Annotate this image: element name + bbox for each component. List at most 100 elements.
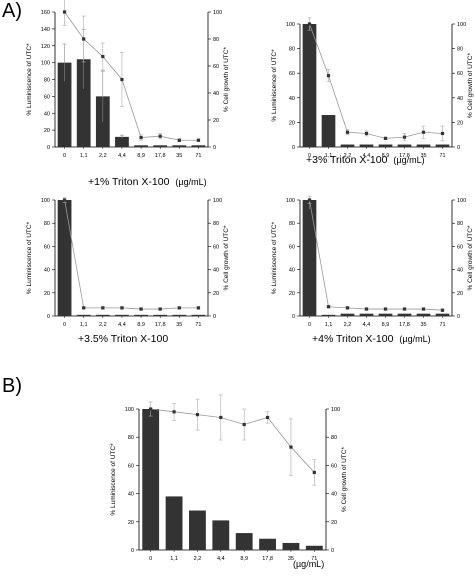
y-left-tick-label: 0	[292, 314, 295, 320]
y-right-tick-label: 40	[457, 96, 463, 102]
line-point	[402, 307, 407, 311]
growth-line	[64, 199, 199, 310]
concentration-unit: (µg/mL)	[393, 155, 425, 165]
y-left-tick-label: 20	[128, 520, 134, 526]
bar	[76, 59, 91, 147]
y-right-tick-label: 60	[457, 244, 463, 250]
growth-line	[150, 408, 315, 473]
chart-caption-a2: +3% Triton X-100 (µg/mL)	[306, 154, 425, 166]
line-point	[345, 130, 350, 134]
growth-line	[309, 199, 443, 311]
y-right-tick-label: 100	[457, 22, 466, 28]
y-left-tick-label: 80	[44, 221, 50, 227]
y-left-tick-label: 80	[128, 435, 134, 441]
x-tick-label: 4,4	[363, 153, 371, 159]
x-tick-label: 2,2	[344, 153, 352, 159]
bar	[259, 538, 276, 550]
bar	[397, 144, 412, 147]
line-point	[149, 407, 153, 411]
y-left-tick-label: 20	[289, 291, 295, 297]
y-right-tick-label: 100	[331, 407, 340, 413]
y-right-tick-label: 80	[213, 221, 219, 227]
x-tick-label: 17,8	[399, 153, 410, 159]
y-left-tick-label: 20	[44, 291, 50, 297]
bar	[95, 314, 110, 316]
line-point	[383, 136, 388, 140]
bar	[76, 314, 91, 316]
bar	[191, 145, 206, 147]
x-tick-label: 4,4	[118, 153, 126, 159]
x-tick-label: 1,1	[325, 322, 333, 328]
line-point	[158, 307, 162, 311]
line-point	[195, 413, 200, 417]
y-axis-left-label: % Luminiscence of UTC*	[271, 49, 278, 122]
x-tick-label: 8,9	[382, 322, 390, 328]
x-tick-label: 71	[195, 322, 201, 328]
y-left-tick-label: 60	[44, 244, 50, 250]
y-left-tick-label: 60	[289, 244, 295, 250]
y-left-tick-label: 80	[289, 221, 295, 227]
x-tick-label: 71	[195, 153, 201, 159]
bar	[153, 145, 168, 147]
line-point	[289, 445, 293, 449]
y-left-tick-label: 60	[128, 463, 134, 469]
bar	[435, 313, 450, 316]
y-left-tick-label: 0	[131, 548, 134, 554]
y-axis-left-label: % Luminiscence of UTC*	[110, 443, 117, 516]
chart-caption-a4: +4% Triton X-100 (µg/mL)	[312, 333, 431, 345]
y-left-tick-label: 0	[47, 314, 50, 320]
treatment-label: +1% Triton X-100	[88, 176, 170, 188]
line-point	[177, 138, 181, 142]
y-right-tick-label: 60	[213, 244, 219, 250]
x-tick-label: 0	[63, 153, 66, 159]
chart-caption-b: (µg/mL)	[287, 558, 324, 570]
y-left-tick-label: 20	[44, 128, 50, 134]
y-right-tick-label: 80	[331, 435, 337, 441]
line-point	[307, 22, 312, 26]
line-point	[383, 307, 388, 311]
line-point	[62, 198, 67, 202]
x-tick-label: 17,8	[155, 153, 166, 159]
growth-line	[309, 23, 443, 139]
bar	[359, 144, 374, 147]
y-left-tick-label: 0	[292, 145, 295, 151]
x-tick-label: 35	[176, 322, 182, 328]
y-left-tick-label: 40	[44, 268, 50, 274]
bar	[189, 510, 206, 550]
bar	[397, 313, 412, 316]
bar	[321, 115, 336, 147]
line-point	[101, 306, 105, 310]
line-point	[265, 415, 270, 420]
bar	[115, 314, 129, 316]
chart-caption-a1: +1% Triton X-100 (µg/mL)	[88, 176, 207, 188]
x-tick-label: 1,1	[80, 322, 88, 328]
y-axis-right-label: % Cell growth of UTC*	[341, 447, 348, 512]
bar	[57, 62, 72, 147]
x-tick-label: 4,4	[363, 322, 371, 328]
line-point	[196, 138, 201, 142]
x-tick-label: 17,8	[399, 322, 410, 328]
x-tick-label: 2,2	[344, 322, 352, 328]
line-point	[326, 305, 331, 309]
x-tick-label: 17,8	[262, 556, 273, 562]
y-axis-right-label: % Cell growth of UTC*	[467, 53, 474, 118]
x-tick-label: 2,2	[99, 322, 107, 328]
x-tick-label: 35	[420, 322, 426, 328]
bar	[115, 136, 129, 147]
line-point	[440, 131, 445, 136]
line-point	[364, 131, 369, 136]
line-point	[120, 306, 124, 310]
y-right-tick-label: 40	[213, 268, 219, 274]
y-axis-left-label: % Luminiscence of UTC*	[271, 221, 278, 294]
line-point	[242, 422, 246, 427]
line-point	[402, 135, 407, 139]
x-tick-label: 1,1	[170, 556, 178, 562]
line-point	[177, 306, 181, 310]
y-right-tick-label: 40	[457, 268, 463, 274]
x-tick-label: 8,9	[240, 556, 248, 562]
line-point	[219, 415, 223, 420]
x-tick-label: 35	[420, 153, 426, 159]
y-left-tick-label: 40	[44, 111, 50, 117]
line-point	[82, 37, 86, 41]
bar	[134, 314, 148, 316]
